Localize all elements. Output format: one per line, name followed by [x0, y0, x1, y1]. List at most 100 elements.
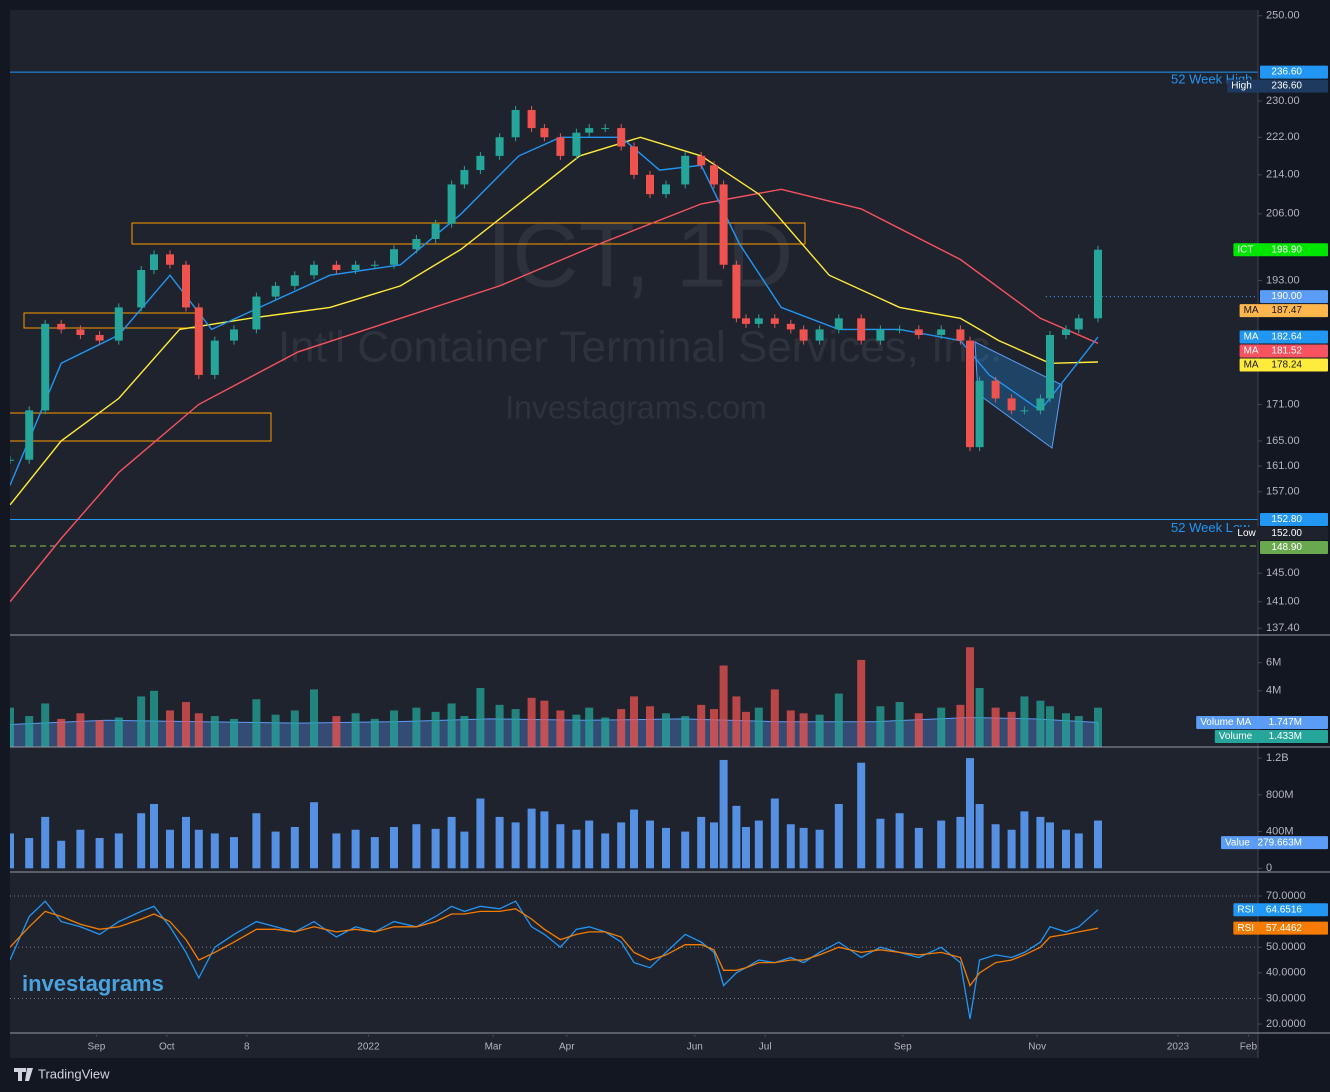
bar — [230, 837, 238, 869]
bar — [252, 699, 261, 747]
badge-value: 64.6516 — [1266, 904, 1303, 915]
logo: investagrams — [22, 971, 164, 996]
candle — [572, 132, 581, 156]
candle — [1062, 329, 1070, 335]
candle — [1007, 398, 1016, 411]
candle — [719, 184, 728, 265]
bar — [137, 696, 146, 747]
candle — [390, 249, 398, 265]
bar — [370, 837, 379, 869]
candle — [585, 128, 594, 133]
candle — [290, 275, 299, 286]
bar — [527, 808, 536, 869]
rsi-line — [10, 900, 1099, 1020]
price-badge — [1260, 290, 1328, 304]
tradingview-icon — [14, 1068, 33, 1081]
bar — [585, 820, 594, 869]
bar — [76, 713, 85, 747]
candle — [511, 109, 520, 138]
y-tick-label: 165.00 — [1266, 435, 1300, 447]
candle — [460, 170, 469, 185]
bar — [540, 700, 549, 747]
candle — [1036, 398, 1045, 411]
bar — [511, 709, 520, 747]
y-tick-label: 0 — [1266, 862, 1272, 874]
x-tick-label: Jun — [687, 1042, 703, 1053]
x-tick-label: Nov — [1028, 1042, 1046, 1053]
bar — [1094, 707, 1102, 747]
badge-tag: MA — [1244, 305, 1259, 316]
y-tick-label: 70.0000 — [1266, 890, 1306, 902]
candle — [710, 165, 718, 185]
badge-tag: Low — [1237, 528, 1256, 539]
candle — [975, 380, 984, 448]
bar — [681, 716, 690, 747]
bar — [895, 813, 904, 869]
bar — [601, 833, 610, 869]
y-tick-label: 214.00 — [1266, 169, 1300, 181]
y-tick-label: 157.00 — [1266, 486, 1300, 498]
y-tick-label: 230.00 — [1266, 95, 1300, 107]
bar — [630, 809, 638, 869]
bar — [182, 816, 190, 869]
bar — [1007, 711, 1016, 747]
bar — [754, 707, 763, 747]
x-tick-label: Apr — [559, 1042, 575, 1053]
price-badge — [1227, 79, 1328, 93]
candle — [332, 264, 341, 270]
candle — [495, 137, 504, 156]
y-tick-label: 193.00 — [1266, 274, 1300, 286]
bar — [1074, 716, 1083, 747]
bar — [1046, 822, 1054, 869]
bar — [390, 710, 398, 747]
candle — [662, 184, 670, 195]
x-tick-label: 8 — [244, 1042, 250, 1053]
bar — [271, 831, 280, 869]
candle — [210, 340, 219, 375]
candle — [681, 155, 690, 185]
bar — [895, 702, 904, 747]
bar — [1036, 816, 1045, 869]
bar — [95, 720, 104, 747]
badge-value: 236.60 — [1271, 81, 1302, 92]
bar — [742, 826, 750, 869]
price-badge — [1233, 921, 1328, 935]
candle — [646, 174, 654, 195]
candle — [556, 137, 565, 156]
y-tick-label: 4M — [1266, 685, 1281, 697]
candle — [914, 329, 923, 335]
bar — [991, 824, 1000, 869]
candle — [834, 318, 843, 330]
candle — [412, 238, 421, 250]
candle — [230, 329, 238, 341]
price-badge — [1233, 243, 1328, 257]
y-tick-label: 30.0000 — [1266, 992, 1306, 1004]
bar — [956, 816, 965, 869]
candle — [786, 323, 795, 330]
bar — [25, 716, 34, 747]
price-badge — [1239, 304, 1328, 318]
badge-value: 279.663M — [1258, 837, 1302, 848]
bar — [412, 824, 421, 869]
bar — [460, 716, 469, 747]
bar — [182, 702, 190, 747]
bar — [460, 831, 469, 869]
bar — [431, 828, 440, 869]
x-tick-label: Sep — [894, 1042, 912, 1053]
bar — [815, 714, 824, 747]
watermark-site: Investagrams.com — [505, 389, 766, 425]
bar — [1074, 833, 1083, 869]
candle — [10, 459, 14, 461]
badge-value: 152.00 — [1271, 528, 1302, 539]
y-tick-label: 50.0000 — [1266, 941, 1306, 953]
candle — [447, 184, 456, 224]
badge-tag: High — [1231, 81, 1252, 92]
badge-tag: MA — [1244, 360, 1259, 371]
candle — [991, 380, 1000, 399]
bar — [556, 824, 565, 869]
bar — [25, 838, 34, 869]
bar — [41, 816, 50, 869]
bar — [719, 665, 728, 747]
bar — [1094, 820, 1102, 869]
bar — [770, 689, 779, 747]
